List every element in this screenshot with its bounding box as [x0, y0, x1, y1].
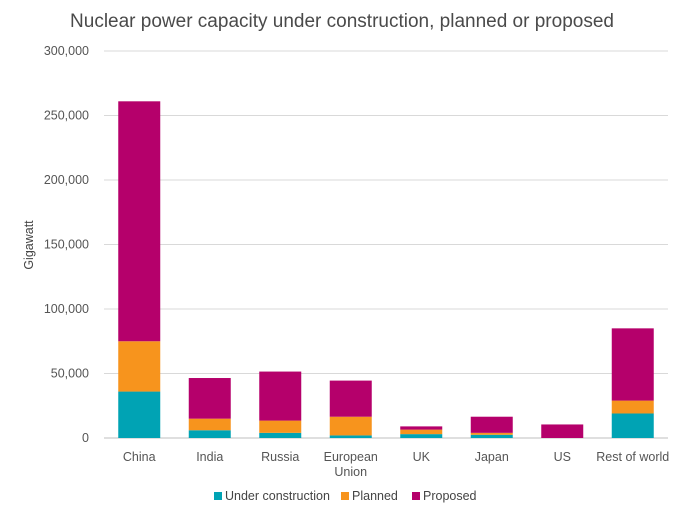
y-axis-title: Gigawatt	[22, 220, 36, 270]
bar-segment	[118, 391, 161, 438]
bar-segment	[188, 418, 231, 431]
bar-segment	[118, 341, 161, 392]
legend-item: Under construction	[214, 489, 330, 503]
bar-segment	[611, 413, 654, 438]
bar-segment	[400, 429, 443, 435]
y-tick-label: 0	[82, 431, 89, 445]
x-tick-label: China	[123, 450, 156, 464]
bar-segment	[118, 101, 161, 342]
bar-segment	[400, 434, 443, 438]
bar-segment	[188, 378, 231, 419]
chart-title: Nuclear power capacity under constructio…	[70, 11, 614, 32]
bar-segment	[611, 400, 654, 414]
bar-segment	[188, 430, 231, 438]
legend-label: Under construction	[225, 489, 330, 503]
x-tick-label: India	[196, 450, 223, 464]
x-tick-label: US	[554, 450, 571, 464]
y-tick-label: 250,000	[44, 109, 89, 123]
bar-segment	[470, 432, 513, 435]
legend-item: Planned	[341, 489, 398, 503]
bar-segment	[259, 432, 302, 438]
y-tick-label: 300,000	[44, 44, 89, 58]
y-tick-label: 50,000	[51, 367, 89, 381]
legend-swatch	[341, 492, 349, 500]
y-tick-label: 100,000	[44, 302, 89, 316]
y-tick-label: 150,000	[44, 238, 89, 252]
legend-label: Proposed	[423, 489, 477, 503]
bar-segment	[611, 328, 654, 401]
bars	[118, 101, 654, 438]
bar-segment	[470, 434, 513, 438]
bar-segment	[541, 424, 584, 438]
x-tick-label: UK	[413, 450, 431, 464]
bar-segment	[470, 416, 513, 433]
bar-segment	[259, 420, 302, 433]
legend-swatch	[412, 492, 420, 500]
x-tick-label: European Union	[324, 450, 378, 479]
y-tick-label: 200,000	[44, 173, 89, 187]
legend-label: Planned	[352, 489, 398, 503]
bar-segment	[400, 426, 443, 430]
legend-item: Proposed	[412, 489, 477, 503]
bar-segment	[259, 371, 302, 421]
gridlines	[104, 50, 668, 439]
x-tick-label: Japan	[475, 450, 509, 464]
bar-segment	[329, 416, 372, 436]
bar-segment	[329, 435, 372, 438]
x-tick-label: Rest of world	[596, 450, 669, 464]
bar-segment	[329, 380, 372, 417]
legend: Under construction Planned Proposed	[214, 489, 477, 503]
x-axis-tick-labels: China India Russia European Union UK Japan US Re…	[123, 450, 669, 479]
legend-swatch	[214, 492, 222, 500]
x-tick-label: Russia	[261, 450, 299, 464]
y-axis-tick-labels: 0 50,000 100,000 150,000 200,000 250,000 300,0…	[44, 44, 89, 445]
